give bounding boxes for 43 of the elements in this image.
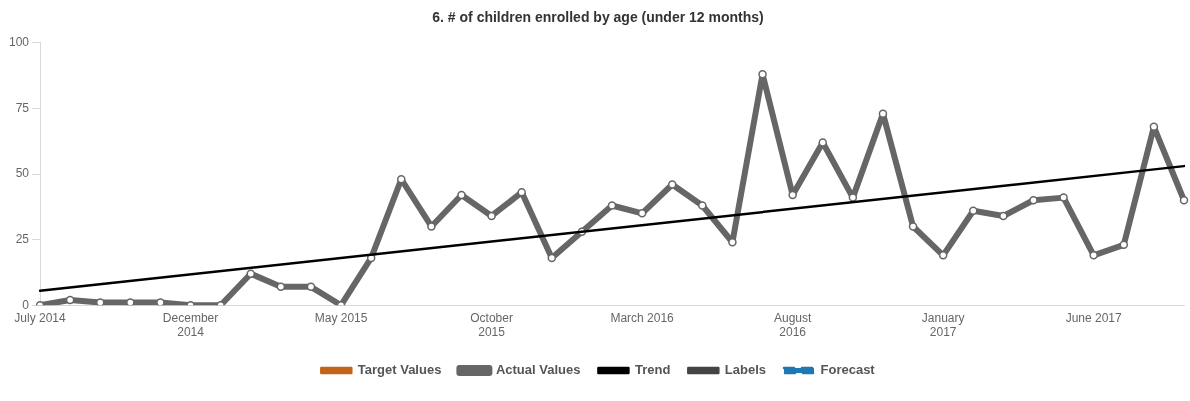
- point: [698, 201, 707, 210]
- y-tick-label: 0: [22, 297, 30, 312]
- point: [65, 295, 75, 305]
- point: [607, 201, 617, 210]
- point: [487, 211, 496, 221]
- legend-label: Target Values: [357, 362, 442, 378]
- point: [818, 138, 827, 147]
- legend-label: Forecast: [820, 362, 876, 378]
- point: [126, 298, 135, 306]
- point: [1179, 195, 1189, 205]
- point: [306, 282, 316, 292]
- point: [1089, 251, 1098, 260]
- point: [457, 190, 466, 200]
- point: [938, 251, 948, 260]
- point: [667, 180, 677, 189]
- legend-label: Labels: [724, 362, 766, 378]
- legend-label: Trend: [634, 362, 671, 378]
- point: [878, 109, 888, 118]
- point: [969, 206, 978, 215]
- point: [1119, 240, 1129, 250]
- legend-label: Actual Values: [495, 362, 581, 378]
- x-tick-label: March 2016: [610, 310, 675, 325]
- y-tick-label: 75: [15, 100, 30, 115]
- x-tick-label: December 2014: [162, 310, 219, 340]
- point: [637, 209, 647, 218]
- point: [848, 193, 858, 202]
- y-tick-label: 50: [15, 166, 30, 181]
- point: [999, 211, 1008, 221]
- point: [246, 269, 255, 278]
- x-tick-label: October 2015: [470, 310, 513, 340]
- point: [427, 222, 436, 231]
- point: [908, 222, 918, 231]
- x-tick-label: July 2014: [14, 310, 67, 325]
- y-tick-label: 100: [8, 35, 30, 50]
- x-tick-label: August 2016: [773, 310, 812, 340]
- chart-title: 6. # of children enrolled by age (under 12 months): [432, 9, 764, 26]
- y-tick-label: 25: [15, 231, 30, 246]
- x-tick-label: January 2017: [921, 310, 965, 340]
- point: [1029, 195, 1038, 205]
- point: [1059, 193, 1068, 202]
- x-tick-label: May 2015: [314, 310, 368, 325]
- point: [156, 298, 165, 306]
- x-tick-label: June 2017: [1065, 310, 1123, 325]
